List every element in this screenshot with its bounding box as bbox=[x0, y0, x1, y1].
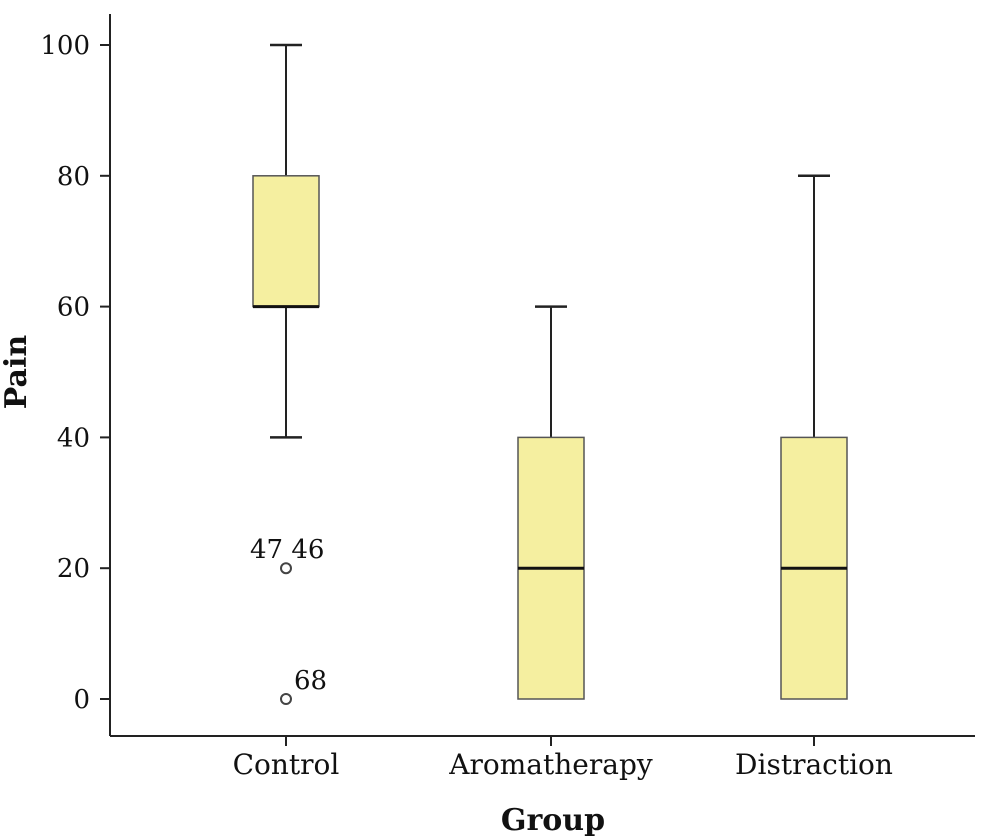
y-tick-label: 40 bbox=[57, 423, 90, 453]
y-tick-label: 60 bbox=[57, 293, 90, 323]
x-axis-title: Group bbox=[501, 803, 605, 837]
box-group bbox=[517, 305, 585, 700]
plot-marks: 47 46 68 bbox=[250, 43, 848, 705]
outlier-point bbox=[280, 562, 292, 575]
x-ticks: Control Aromatherapy Distraction bbox=[233, 736, 893, 781]
y-axis-title: Pain bbox=[0, 335, 34, 410]
x-tick-label: Aromatherapy bbox=[448, 748, 653, 781]
x-tick-label: Control bbox=[233, 748, 340, 781]
y-tick-label: 100 bbox=[40, 31, 90, 61]
outlier-label: 47 46 bbox=[250, 535, 324, 565]
outlier-point bbox=[280, 693, 292, 705]
y-tick-label: 0 bbox=[73, 685, 90, 715]
box-group: 47 46 68 bbox=[250, 43, 327, 705]
box-group bbox=[780, 174, 848, 700]
y-ticks: 0 20 40 60 80 100 bbox=[40, 31, 110, 715]
y-tick-label: 20 bbox=[57, 554, 90, 584]
y-tick-label: 80 bbox=[57, 162, 90, 192]
x-tick-label: Distraction bbox=[735, 748, 893, 781]
outlier-label: 68 bbox=[294, 666, 327, 696]
box bbox=[252, 175, 320, 308]
